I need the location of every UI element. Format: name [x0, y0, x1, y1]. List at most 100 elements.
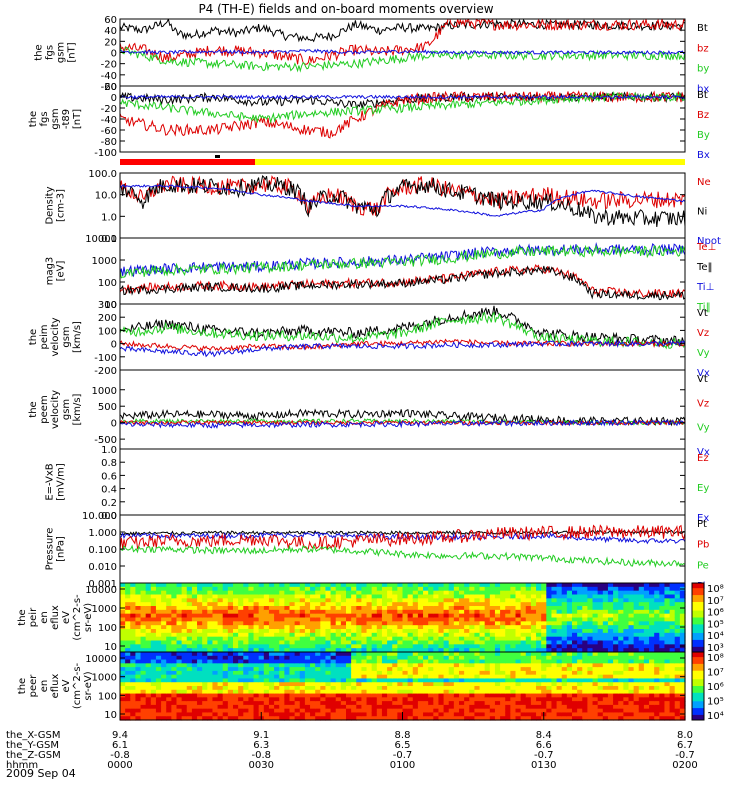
heatmap-cell: [669, 708, 676, 714]
heatmap-cell: [659, 606, 666, 611]
heatmap-cell: [191, 609, 198, 615]
heatmap-cell: [597, 644, 604, 649]
heatmap-cell: [150, 655, 157, 661]
heatmap-cell: [166, 697, 172, 702]
heatmap-cell: [248, 617, 255, 622]
heatmap-cell: [423, 682, 429, 687]
heatmap-cell: [351, 682, 357, 687]
heatmap-cell: [253, 640, 260, 645]
heatmap-cell: [566, 621, 573, 626]
heatmap-cell: [638, 606, 645, 611]
heatmap-cell: [443, 697, 450, 702]
heatmap-cell: [150, 602, 157, 607]
heatmap-cell: [397, 689, 404, 695]
heatmap-cell: [613, 704, 619, 710]
heatmap-cell: [664, 636, 671, 642]
heatmap-cell: [381, 586, 388, 592]
heatmap-cell: [520, 678, 527, 683]
heatmap-cell: [546, 629, 553, 634]
heatmap-cell: [171, 602, 178, 607]
heatmap-cell: [197, 636, 203, 642]
heatmap-cell: [423, 613, 429, 619]
heatmap-cell: [315, 632, 321, 638]
heatmap-cell: [582, 701, 589, 706]
heatmap-cell: [433, 621, 440, 626]
heatmap-cell: [536, 583, 542, 588]
heatmap-cell: [628, 708, 635, 714]
heatmap-cell: [530, 670, 537, 676]
heatmap-cell: [166, 609, 172, 615]
heatmap-cell: [392, 602, 398, 607]
heatmap-cell: [654, 655, 660, 661]
heatmap-cell: [253, 708, 260, 714]
heatmap-cell: [474, 655, 481, 661]
heatmap-cell: [140, 598, 147, 603]
heatmap-cell: [654, 693, 660, 698]
heatmap-cell: [572, 712, 578, 717]
heatmap-cell: [654, 617, 660, 622]
heatmap-cell: [217, 648, 224, 653]
heatmap-cell: [233, 655, 239, 661]
heatmap-cell: [556, 689, 563, 695]
heatmap-cell: [505, 663, 511, 668]
heatmap-cell: [366, 716, 373, 721]
heatmap-cell: [494, 632, 501, 638]
heatmap-cell: [376, 689, 383, 695]
heatmap-cell: [459, 602, 465, 607]
heatmap-cell: [643, 590, 650, 596]
heatmap-cell: [597, 655, 604, 661]
heatmap-cell: [376, 602, 383, 607]
heatmap-cell: [171, 701, 178, 706]
heatmap-cell: [238, 682, 244, 687]
heatmap-cell: [155, 617, 162, 622]
heatmap-cell: [150, 708, 157, 714]
heatmap-cell: [649, 682, 655, 687]
heatmap-cell: [140, 606, 147, 611]
heatmap-cell: [248, 704, 255, 710]
y-tick-label: 100: [98, 278, 117, 289]
heatmap-cell: [602, 644, 609, 649]
heatmap-cell: [664, 598, 671, 603]
heatmap-cell: [546, 674, 553, 680]
heatmap-cell: [592, 674, 599, 680]
heatmap-cell: [207, 613, 214, 619]
heatmap-cell: [263, 701, 270, 706]
colorbar-cell: [692, 614, 704, 617]
heatmap-cell: [489, 586, 496, 592]
heatmap-cell: [248, 689, 255, 695]
y-tick-label: -20: [101, 60, 117, 71]
heatmap-cell: [556, 686, 563, 691]
heatmap-cell: [304, 716, 311, 721]
heatmap-cell: [556, 663, 563, 668]
heatmap-cell: [643, 617, 650, 622]
heatmap-cell: [263, 629, 270, 634]
heatmap-cell: [649, 640, 655, 645]
heatmap-cell: [371, 598, 378, 603]
heatmap-cell: [248, 636, 255, 642]
heatmap-cell: [474, 632, 481, 638]
heatmap-cell: [299, 670, 306, 676]
heatmap-cell: [166, 625, 172, 630]
heatmap-cell: [469, 617, 476, 622]
date-label: 2009 Sep 04: [6, 767, 76, 780]
heatmap-cell: [130, 636, 137, 642]
heatmap-cell: [556, 693, 563, 698]
heatmap-cell: [366, 697, 373, 702]
heatmap-cell: [587, 629, 594, 634]
heatmap-cell: [607, 712, 614, 717]
heatmap-cell: [366, 640, 373, 645]
heatmap-cell: [561, 652, 568, 657]
x-row-value: 0030: [249, 760, 274, 771]
heatmap-cell: [505, 708, 511, 714]
heatmap-cell: [155, 655, 162, 661]
heatmap-cell: [340, 682, 347, 687]
heatmap-cell: [474, 594, 481, 599]
heatmap-cell: [582, 609, 589, 615]
heatmap-cell: [335, 667, 342, 672]
colorbar-cell: [692, 701, 704, 704]
heatmap-cell: [253, 693, 260, 698]
heatmap-cell: [643, 598, 650, 603]
heatmap-cell: [674, 701, 681, 706]
heatmap-cell: [191, 598, 198, 603]
heatmap-cell: [140, 670, 147, 676]
